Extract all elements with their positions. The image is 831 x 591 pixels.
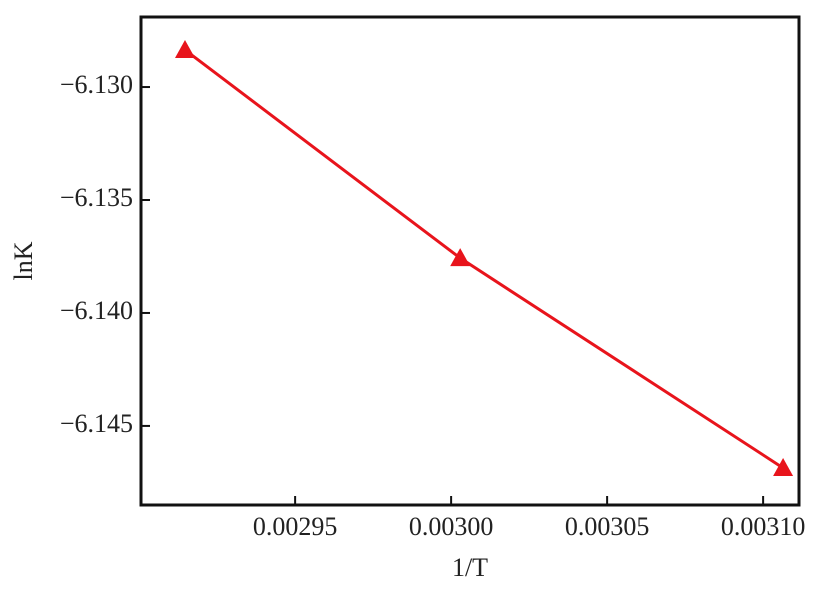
y-axis-label: lnK <box>9 241 38 280</box>
y-tick-label: −6.135 <box>60 183 133 212</box>
x-tick-label: 0.00300 <box>409 512 494 541</box>
y-tick-label: −6.130 <box>60 70 133 99</box>
line <box>184 48 784 470</box>
x-axis-label: 1/T <box>452 553 488 582</box>
marker <box>450 248 471 267</box>
plot-frame <box>139 15 801 507</box>
y-tick-label: −6.140 <box>60 296 133 325</box>
marker <box>773 457 794 476</box>
y-tick-label: −6.145 <box>60 409 133 438</box>
x-tick-label: 0.00295 <box>253 512 338 541</box>
marker <box>174 39 195 58</box>
x-tick-label: 0.00310 <box>721 512 806 541</box>
x-tick-label: 0.00305 <box>565 512 650 541</box>
